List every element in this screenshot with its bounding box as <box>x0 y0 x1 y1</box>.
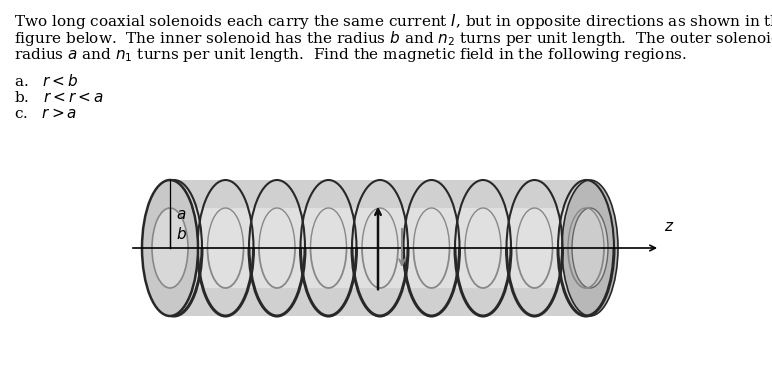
Text: a.   $r<b$: a. $r<b$ <box>14 73 79 89</box>
Ellipse shape <box>142 180 198 316</box>
Polygon shape <box>170 180 590 316</box>
Text: b.   $r<r<a$: b. $r<r<a$ <box>14 90 103 105</box>
Ellipse shape <box>152 208 188 288</box>
Text: c.   $r>a$: c. $r>a$ <box>14 107 77 121</box>
Ellipse shape <box>562 180 618 316</box>
Text: $b$: $b$ <box>176 226 187 242</box>
Text: radius $a$ and $n_1$ turns per unit length.  Find the magnetic field in the foll: radius $a$ and $n_1$ turns per unit leng… <box>14 46 687 64</box>
Text: $z$: $z$ <box>664 220 674 234</box>
Polygon shape <box>170 208 590 288</box>
Text: $a$: $a$ <box>176 208 186 222</box>
Text: figure below.  The inner solenoid has the radius $b$ and $n_2$ turns per unit le: figure below. The inner solenoid has the… <box>14 29 772 48</box>
Ellipse shape <box>572 208 608 288</box>
Text: Two long coaxial solenoids each carry the same current $I$, but in opposite dire: Two long coaxial solenoids each carry th… <box>14 12 772 31</box>
